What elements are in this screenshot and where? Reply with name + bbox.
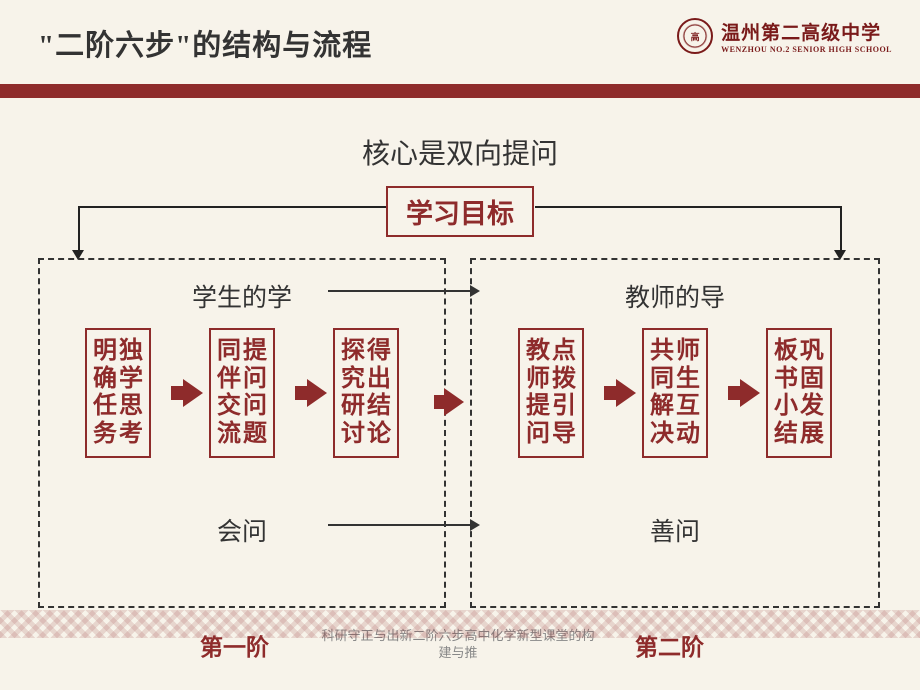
school-name-en: WENZHOU NO.2 SENIOR HIGH SCHOOL xyxy=(721,45,892,54)
stage-two: 教师的导 教师提问 点拨引导 共同解决 师生互动 板书小结 巩固发展 善问 xyxy=(470,258,880,608)
step6-col2: 巩固发展 xyxy=(800,338,824,448)
goal-box: 学习目标 xyxy=(386,186,534,237)
ask-arrow-icon xyxy=(328,524,478,526)
step-box-4: 教师提问 点拨引导 xyxy=(518,328,584,458)
step2-col1: 同伴交流 xyxy=(217,338,241,448)
connector-h-left xyxy=(78,206,386,208)
connector-h-right xyxy=(535,206,841,208)
main-diagram: 核心是双向提问 学习目标 学生的学 明确任务 独学思考 同伴交流 提问问题 探究… xyxy=(0,98,920,172)
flow-arrow-icon xyxy=(740,379,760,407)
decorative-pattern-icon xyxy=(0,610,920,638)
step-box-2: 同伴交流 提问问题 xyxy=(209,328,275,458)
stage1-steps-row: 明确任务 独学思考 同伴交流 提问问题 探究研讨 得出结论 xyxy=(40,328,444,458)
stage-one: 学生的学 明确任务 独学思考 同伴交流 提问问题 探究研讨 得出结论 会问 xyxy=(38,258,446,608)
stage2-subheading: 教师的导 xyxy=(472,278,878,314)
school-name-cn: 温州第二高级中学 xyxy=(721,18,892,45)
step2-col2: 提问问题 xyxy=(243,338,267,448)
step1-col2: 独学思考 xyxy=(119,338,143,448)
page-title: "二阶六步"的结构与流程 xyxy=(38,22,372,64)
step3-col1: 探究研讨 xyxy=(341,338,365,448)
school-seal-icon: 高 xyxy=(677,18,713,54)
mid-flow-arrow-icon xyxy=(444,388,464,416)
step3-col2: 得出结论 xyxy=(367,338,391,448)
connector-v-right xyxy=(840,206,842,250)
step6-col1: 板书小结 xyxy=(774,338,798,448)
divider-bar xyxy=(0,84,920,98)
sub-arrow-icon xyxy=(328,290,478,292)
step5-col2: 师生互动 xyxy=(676,338,700,448)
step-box-3: 探究研讨 得出结论 xyxy=(333,328,399,458)
step5-col1: 共同解决 xyxy=(650,338,674,448)
stage1-subheading: 学生的学 xyxy=(40,278,444,314)
step-box-6: 板书小结 巩固发展 xyxy=(766,328,832,458)
step-box-1: 明确任务 独学思考 xyxy=(85,328,151,458)
header: "二阶六步"的结构与流程 高 温州第二高级中学 WENZHOU NO.2 SEN… xyxy=(0,0,920,74)
flow-arrow-icon xyxy=(307,379,327,407)
step4-col1: 教师提问 xyxy=(526,338,550,448)
step1-col1: 明确任务 xyxy=(93,338,117,448)
stage1-ask: 会问 xyxy=(40,512,444,548)
subtitle: 核心是双向提问 xyxy=(0,132,920,172)
seal-glyph: 高 xyxy=(691,30,700,43)
stage2-steps-row: 教师提问 点拨引导 共同解决 师生互动 板书小结 巩固发展 xyxy=(472,328,878,458)
step-box-5: 共同解决 师生互动 xyxy=(642,328,708,458)
school-brand: 高 温州第二高级中学 WENZHOU NO.2 SENIOR HIGH SCHO… xyxy=(677,18,892,54)
school-text: 温州第二高级中学 WENZHOU NO.2 SENIOR HIGH SCHOOL xyxy=(721,18,892,54)
step4-col2: 点拨引导 xyxy=(552,338,576,448)
connector-v-left xyxy=(78,206,80,250)
flow-arrow-icon xyxy=(183,379,203,407)
stage2-ask: 善问 xyxy=(472,512,878,548)
flow-arrow-icon xyxy=(616,379,636,407)
